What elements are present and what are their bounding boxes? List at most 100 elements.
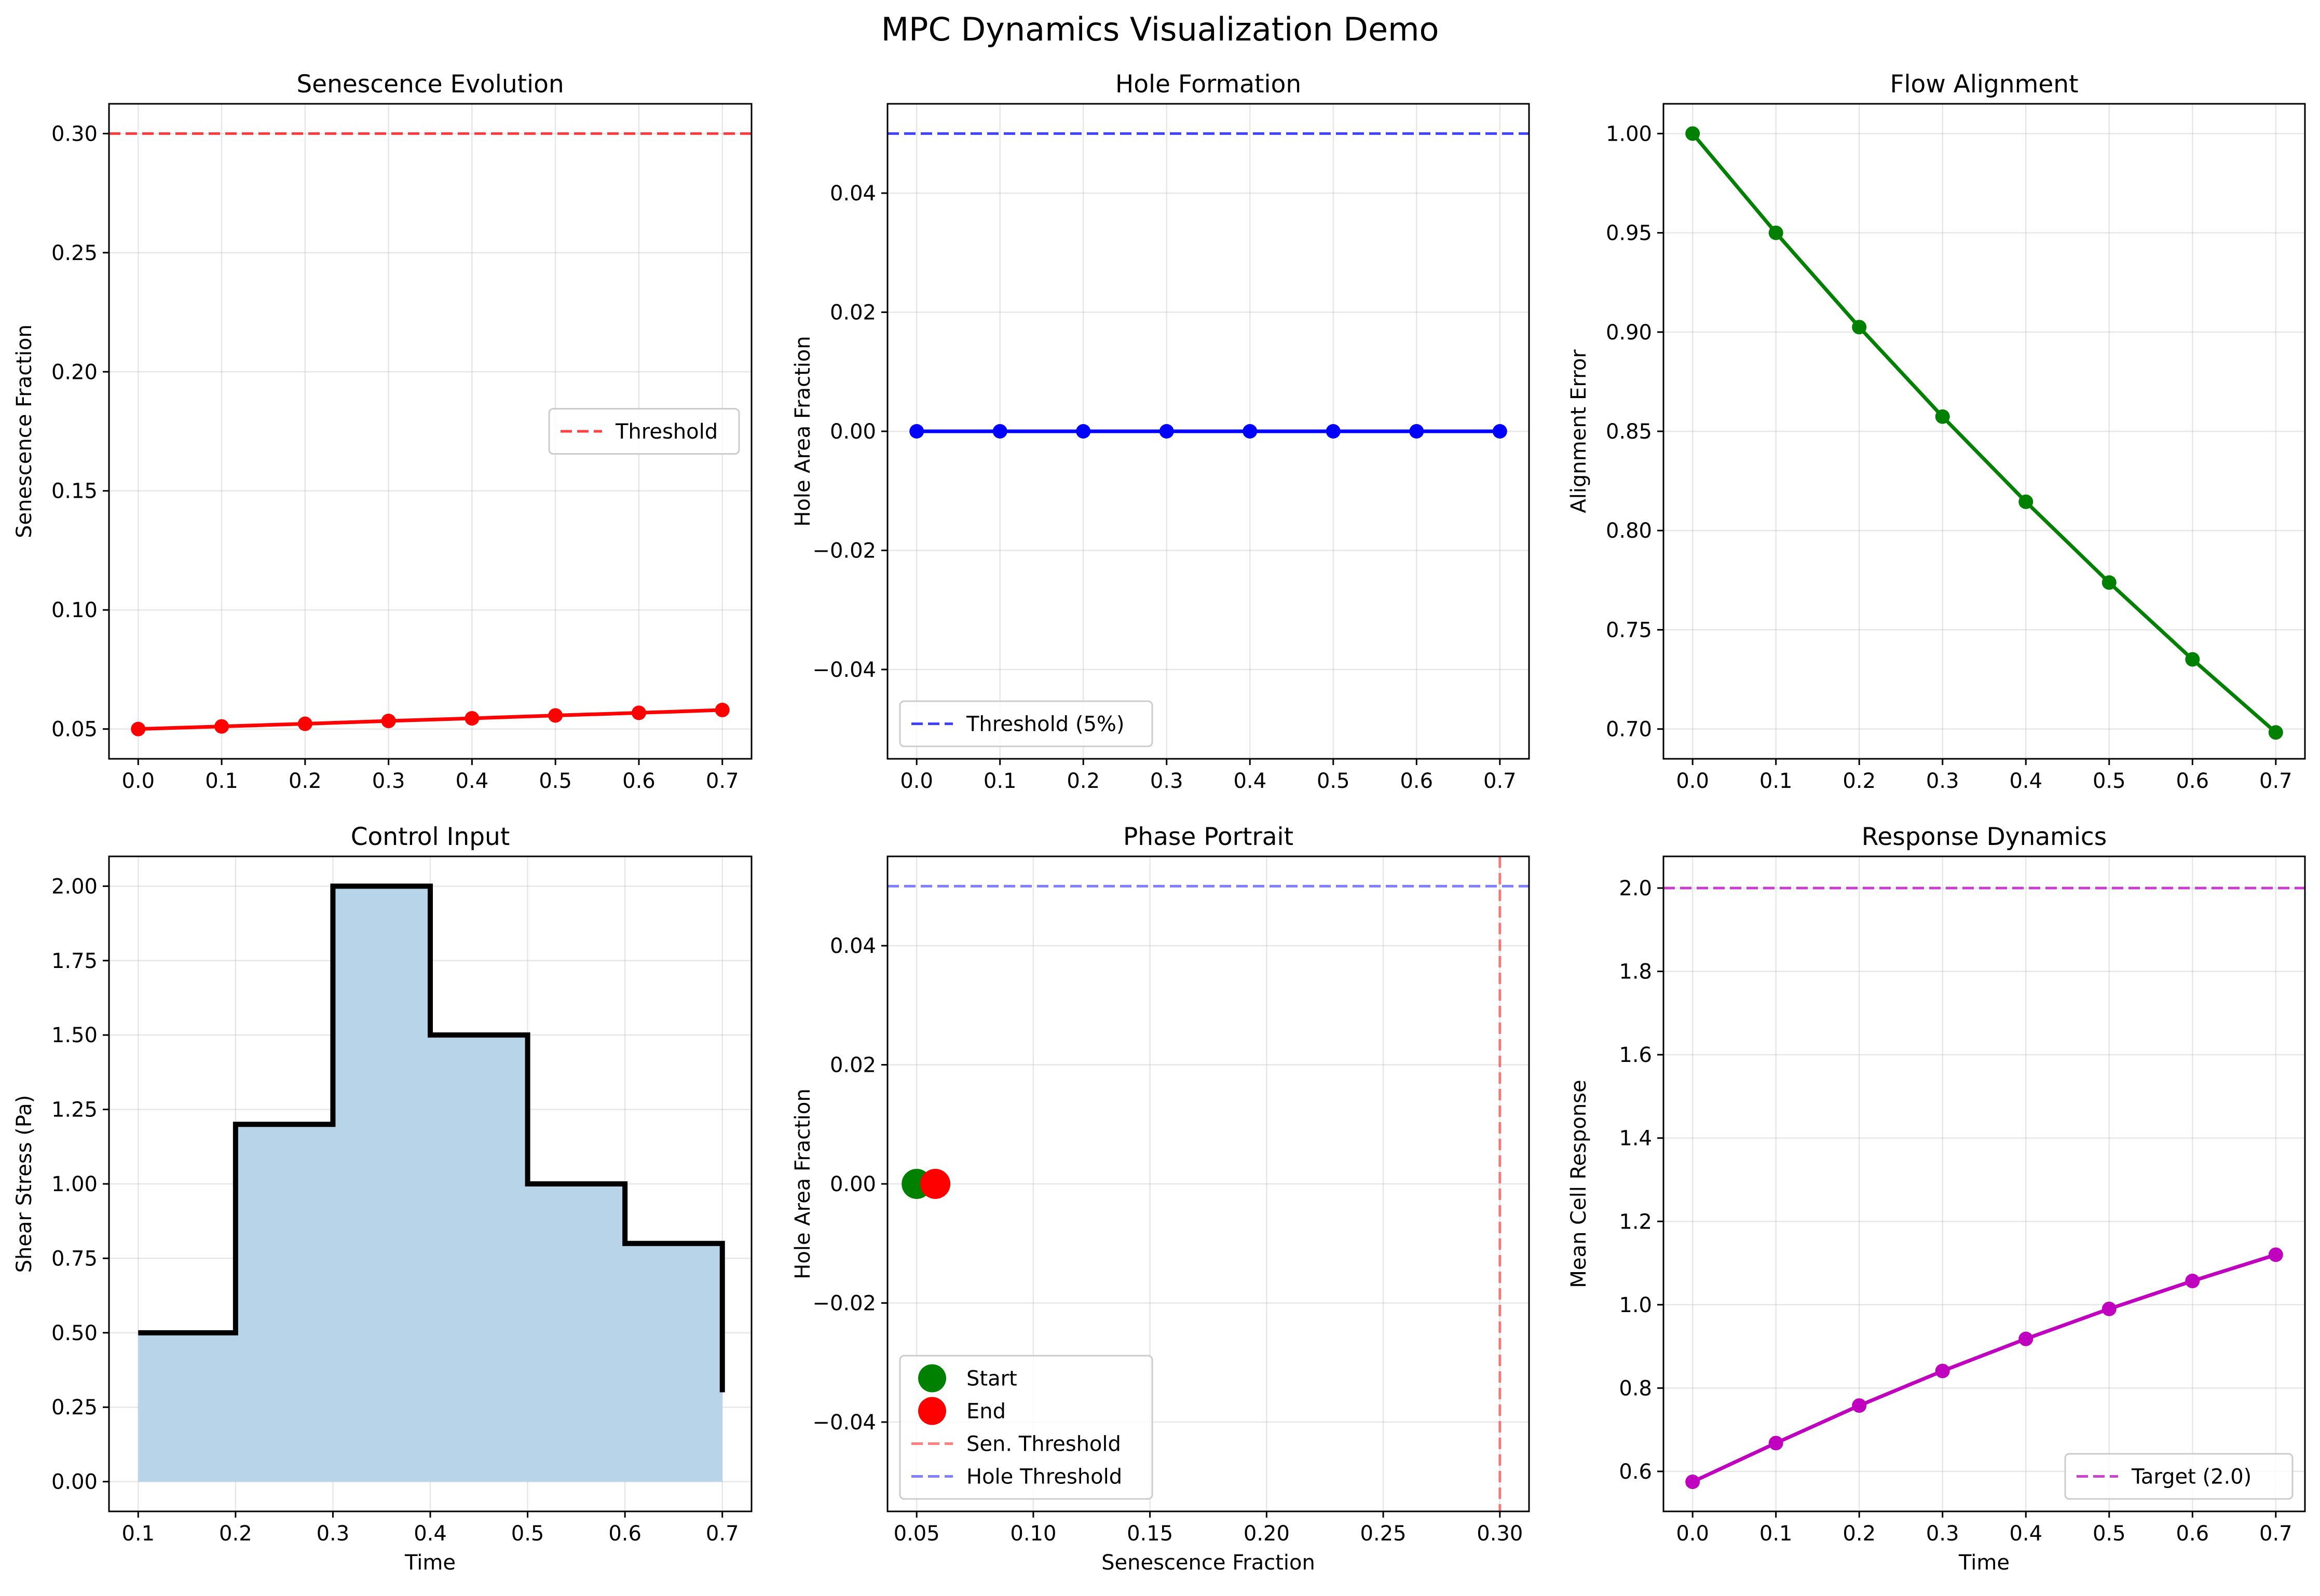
x-tick-label: 0.5 <box>2093 1522 2126 1546</box>
legend: Target (2.0) <box>2064 1453 2294 1500</box>
x-tick-label: 0.7 <box>706 769 739 793</box>
y-tick-label: 0.95 <box>1606 222 1652 245</box>
y-tick-label: −0.02 <box>812 1291 876 1315</box>
y-tick-label: −0.02 <box>812 539 876 563</box>
data-point <box>2185 652 2200 667</box>
series-line <box>1691 1253 2276 1484</box>
legend: Threshold (5%) <box>899 700 1153 747</box>
data-point <box>1852 1398 1867 1413</box>
y-tick-label: 0.04 <box>830 182 876 206</box>
subplot-title: Control Input <box>351 823 510 851</box>
x-tick-label: 0.3 <box>1926 1522 1959 1546</box>
y-tick-label: 1.75 <box>51 949 98 973</box>
y-axis-label: Senescence Fraction <box>12 324 36 538</box>
y-tick-label: 1.25 <box>51 1098 98 1122</box>
legend-box <box>899 700 1153 747</box>
series-line <box>1691 132 2277 734</box>
y-tick-label: 0.75 <box>1606 618 1652 642</box>
data-point <box>1685 126 1700 141</box>
scatter-point-end <box>920 1169 951 1199</box>
data-point <box>2101 1301 2117 1316</box>
x-tick-label: 0.10 <box>1010 1522 1056 1546</box>
subplot-title: Hole Formation <box>1115 70 1301 99</box>
x-tick-label: 0.4 <box>2009 1522 2042 1546</box>
x-tick-label: 0.05 <box>894 1522 940 1546</box>
y-tick-label: 0.8 <box>1619 1376 1652 1400</box>
legend-box <box>548 408 740 455</box>
x-axis-label: Time <box>404 1551 456 1575</box>
y-tick-label: 0.80 <box>1606 519 1652 543</box>
data-point <box>548 708 563 723</box>
subplot-holes: 0.0 0.1 0.2 0.3 0.4 0.5 0.6 0.7 −0.04 −0.02 0.00 0.… <box>791 70 1530 793</box>
y-tick-label: 1.0 <box>1619 1293 1652 1317</box>
legend-label: Start <box>966 1367 1017 1391</box>
data-point <box>1768 225 1783 240</box>
x-tick-label: 0.7 <box>2259 769 2292 793</box>
y-tick-label: 0.15 <box>51 480 98 503</box>
y-tick-label: −0.04 <box>812 1411 876 1435</box>
legend-label: Hole Threshold <box>966 1465 1122 1489</box>
y-axis-label: Hole Area Fraction <box>791 336 815 526</box>
data-point <box>1076 424 1091 439</box>
x-tick-label: 0.4 <box>2009 769 2042 793</box>
y-tick-label: 0.00 <box>830 1172 876 1196</box>
x-tick-label: 0.6 <box>2176 769 2209 793</box>
subplot-alignment: 0.0 0.1 0.2 0.3 0.4 0.5 0.6 0.7 0.70 0.75 0.80 0.85… <box>1567 70 2306 793</box>
data-point <box>1159 424 1174 439</box>
x-tick-label: 0.6 <box>1400 769 1433 793</box>
x-tick-label: 0.5 <box>2093 769 2126 793</box>
y-axis-label: Alignment Error <box>1567 349 1591 513</box>
x-tick-label: 0.2 <box>1843 769 1876 793</box>
legend-label: Target (2.0) <box>2131 1465 2251 1489</box>
data-point <box>2185 1274 2200 1289</box>
data-point <box>465 711 480 726</box>
axes-frame <box>1662 855 2306 1512</box>
data-point <box>1492 424 1507 439</box>
x-tick-label: 0.2 <box>1067 769 1100 793</box>
x-tick-label: 0.2 <box>1843 1522 1876 1546</box>
subplot-title: Flow Alignment <box>1890 70 2078 99</box>
legend-box <box>2064 1453 2294 1500</box>
y-tick-label: 0.04 <box>830 934 876 958</box>
subplot-control: 0.1 0.2 0.3 0.4 0.5 0.6 0.7 0.00 0.25 0.50 0.75 1.0… <box>12 823 753 1575</box>
x-tick-label: 0.30 <box>1477 1522 1523 1546</box>
data-point <box>381 714 396 729</box>
y-tick-label: 0.70 <box>1606 718 1652 742</box>
x-tick-label: 0.1 <box>1759 769 1793 793</box>
data-point <box>631 705 646 720</box>
data-point <box>131 721 146 736</box>
y-axis-label: Mean Cell Response <box>1567 1080 1591 1288</box>
legend-marker <box>918 1364 946 1393</box>
x-tick-label: 0.5 <box>511 1522 544 1546</box>
x-tick-label: 0.0 <box>121 769 155 793</box>
x-tick-label: 0.6 <box>622 769 656 793</box>
data-point <box>1935 409 1950 424</box>
x-tick-label: 0.1 <box>121 1522 155 1546</box>
subplot-phase: 0.05 0.10 0.15 0.20 0.25 0.30 −0.04 −0.02 0.00 0.… <box>791 823 1530 1575</box>
x-tick-label: 0.2 <box>289 769 322 793</box>
y-tick-label: 1.2 <box>1619 1210 1652 1234</box>
x-tick-label: 0.7 <box>706 1522 739 1546</box>
x-tick-label: 0.4 <box>456 769 489 793</box>
y-tick-label: 2.00 <box>51 875 98 898</box>
x-tick-label: 0.20 <box>1244 1522 1290 1546</box>
x-tick-label: 0.3 <box>372 769 405 793</box>
x-tick-label: 0.25 <box>1360 1522 1407 1546</box>
y-tick-label: 0.10 <box>51 598 98 622</box>
data-point <box>2101 575 2117 590</box>
legend-marker <box>918 1397 946 1425</box>
data-point <box>1935 1363 1950 1379</box>
x-tick-label: 0.3 <box>1150 769 1183 793</box>
data-point <box>1326 424 1341 439</box>
y-tick-label: 0.00 <box>51 1470 98 1494</box>
axes-frame <box>108 103 753 760</box>
x-tick-label: 0.5 <box>539 769 572 793</box>
data-point <box>1409 424 1424 439</box>
step-line <box>138 883 725 1393</box>
data-point <box>2268 725 2283 740</box>
data-point <box>1243 424 1258 439</box>
x-axis-label: Senescence Fraction <box>1101 1551 1315 1575</box>
y-tick-label: 0.05 <box>51 718 98 742</box>
y-axis-label: Shear Stress (Pa) <box>12 1095 36 1273</box>
